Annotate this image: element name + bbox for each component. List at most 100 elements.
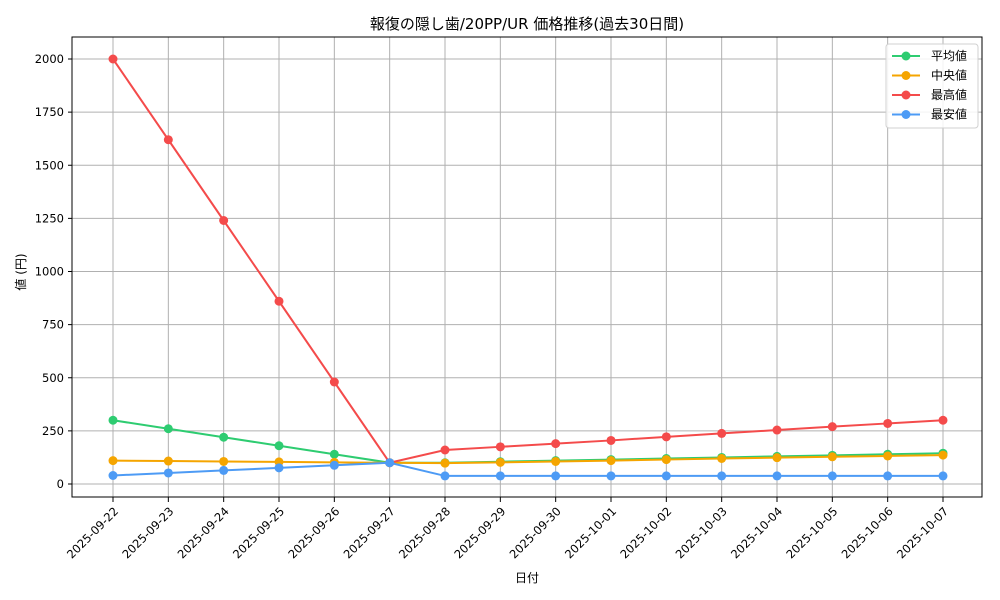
data-point — [440, 471, 450, 481]
x-tick-label: 2025-10-02 — [617, 504, 674, 561]
legend-label: 最安値 — [931, 107, 967, 122]
data-point — [827, 452, 837, 462]
data-point — [772, 425, 782, 435]
data-point — [163, 468, 173, 478]
data-point — [495, 457, 505, 467]
x-tick-label: 2025-09-30 — [507, 504, 564, 561]
data-point — [329, 377, 339, 387]
legend-item: 中央値 — [892, 68, 967, 83]
x-tick-label: 2025-09-24 — [175, 504, 232, 561]
series-line — [112, 454, 944, 465]
data-point — [661, 432, 671, 442]
chart-title: 報復の隠し歯/20PP/UR 価格推移(過去30日間) — [370, 15, 684, 33]
x-tick-label: 2025-09-28 — [396, 504, 453, 561]
legend-label: 最高値 — [931, 87, 967, 102]
data-point — [108, 471, 118, 480]
x-tick-label: 2025-10-01 — [562, 504, 619, 561]
y-tick-label: 1250 — [35, 211, 64, 225]
data-point — [440, 445, 450, 455]
data-point — [661, 471, 671, 481]
y-axis-label: 値 (円) — [13, 253, 28, 290]
legend-label: 中央値 — [931, 68, 967, 83]
data-point — [717, 471, 727, 481]
legend-item: 最高値 — [892, 87, 967, 102]
x-tick-label: 2025-09-27 — [341, 504, 398, 561]
data-point — [219, 456, 229, 466]
data-point — [163, 135, 173, 145]
y-tick-label: 1500 — [35, 158, 64, 172]
legend-label: 平均値 — [931, 48, 967, 63]
legend-marker-icon — [901, 110, 911, 119]
x-tick-label: 2025-09-23 — [119, 504, 176, 561]
data-point — [274, 463, 284, 473]
data-point — [385, 458, 395, 468]
legend-marker-icon — [901, 90, 911, 100]
data-point — [329, 460, 339, 470]
data-point — [883, 451, 893, 461]
data-point — [274, 296, 284, 306]
data-point — [163, 424, 173, 434]
data-point — [219, 432, 229, 442]
series-line — [112, 461, 943, 477]
data-point — [163, 456, 173, 466]
x-tick-label: 2025-09-29 — [451, 504, 508, 561]
x-tick-label: 2025-09-22 — [64, 504, 121, 561]
data-point — [717, 454, 727, 463]
y-tick-label: 250 — [42, 424, 64, 438]
plot-area-frame — [71, 36, 983, 498]
data-point — [108, 415, 118, 425]
data-point — [551, 439, 561, 449]
x-tick-label: 2025-10-06 — [839, 504, 896, 561]
legend-marker-icon — [901, 71, 911, 80]
x-tick-label: 2025-10-05 — [783, 504, 840, 561]
series-2 — [108, 54, 948, 468]
x-axis-label: 日付 — [515, 571, 539, 585]
data-point — [108, 54, 118, 64]
data-point — [883, 418, 893, 428]
series-line — [112, 58, 944, 464]
data-point — [772, 453, 782, 463]
y-tick-label: 1750 — [35, 105, 64, 119]
data-point — [938, 450, 948, 460]
data-point — [606, 456, 616, 466]
data-point — [827, 471, 837, 481]
data-point — [606, 435, 616, 445]
series-3 — [108, 458, 948, 481]
y-tick-label: 2000 — [35, 52, 64, 66]
data-point — [606, 471, 616, 481]
x-tick-label: 2025-10-07 — [894, 504, 951, 561]
data-point — [938, 471, 948, 481]
x-tick-label: 2025-10-03 — [673, 504, 730, 561]
data-point — [883, 471, 893, 481]
legend-marker-icon — [901, 51, 911, 61]
y-tick-label: 500 — [42, 371, 64, 385]
legend-item: 平均値 — [892, 48, 967, 63]
x-tick-label: 2025-10-04 — [728, 504, 785, 561]
y-tick-label: 750 — [42, 318, 64, 332]
series-1 — [108, 450, 948, 468]
series-0 — [108, 415, 948, 468]
data-point — [108, 456, 118, 466]
y-tick-label: 1000 — [35, 265, 64, 279]
x-axis-ticks: 2025-09-222025-09-232025-09-242025-09-25… — [64, 497, 951, 561]
data-point — [440, 458, 450, 468]
data-point — [551, 471, 561, 481]
x-tick-label: 2025-09-25 — [230, 504, 287, 561]
data-point — [827, 422, 837, 432]
grid-lines — [72, 37, 982, 497]
y-tick-label: 0 — [57, 477, 64, 491]
data-point — [717, 428, 727, 438]
legend-box — [885, 43, 979, 129]
data-point — [329, 449, 339, 459]
data-point — [495, 442, 505, 452]
legend-item: 最安値 — [892, 107, 967, 122]
data-point — [772, 471, 782, 481]
data-point — [219, 216, 229, 225]
data-point — [661, 455, 671, 465]
y-axis-ticks: 0 250 500 750 1000 1250 1500 1750 2000 — [35, 52, 72, 491]
x-tick-label: 2025-09-26 — [285, 504, 342, 561]
data-point — [938, 415, 948, 425]
data-point — [551, 456, 561, 466]
